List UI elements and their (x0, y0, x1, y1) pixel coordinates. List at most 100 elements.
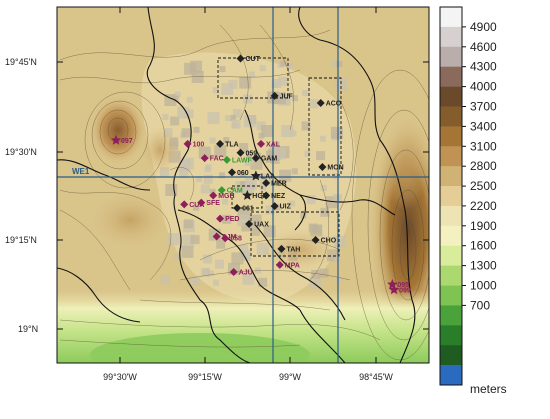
station-label-058: 058 (230, 236, 242, 243)
station-marker-uiz (270, 202, 279, 211)
station-label-mgh: MGH (218, 193, 234, 200)
station-marker-mpa (275, 260, 284, 269)
urban-cell (336, 61, 343, 68)
urban-cell (320, 185, 327, 192)
station-marker-hgm (242, 190, 253, 200)
colorbar-swatch (440, 86, 462, 107)
colorbar-level-label: 2200 (470, 199, 497, 213)
urban-cell (278, 76, 288, 86)
station-marker-laa (250, 170, 262, 181)
southern-valley-green (90, 333, 310, 363)
urban-cell (273, 141, 280, 148)
urban-cell (241, 250, 250, 260)
station-marker-058 (221, 234, 230, 243)
urban-cell (239, 143, 249, 152)
urban-cell (244, 177, 257, 190)
station-label-059: 059 (246, 150, 258, 157)
station-marker-061 (233, 203, 242, 212)
urban-cell (190, 276, 200, 286)
urban-cell (291, 168, 298, 175)
lon-label-9915: 99°15'W (188, 372, 222, 382)
urban-cell (212, 87, 219, 94)
urban-cell (332, 173, 339, 180)
station-label-uiz: UIZ (280, 204, 292, 211)
station-label-tah: TAH (287, 246, 301, 253)
box-north (217, 57, 289, 99)
urban-cell (221, 83, 234, 95)
station-marker-gam (251, 154, 260, 163)
urban-cell (271, 81, 278, 88)
station-marker-sfe (197, 198, 206, 207)
station-marker-uax (245, 219, 254, 228)
station-marker-mon (318, 163, 327, 172)
colorbar-level-label: 3100 (470, 139, 497, 153)
urban-cell (231, 252, 244, 265)
station-label-cua: CUA (189, 202, 204, 209)
urban-cell (160, 275, 170, 285)
station-label-mon: MON (327, 165, 343, 172)
station-marker-097 (110, 134, 122, 145)
station-label-ajm: AJM (222, 234, 237, 241)
western-peak (90, 96, 146, 164)
urban-cell (301, 121, 311, 131)
urban-cell (241, 222, 251, 232)
urban-cell (181, 245, 194, 258)
station-marker-cut (236, 54, 245, 63)
urban-cell (309, 99, 319, 109)
station-label-laa: LAA (261, 173, 275, 180)
urban-cell (204, 166, 211, 173)
urban-cell (167, 233, 180, 246)
station-marker-tah (277, 244, 286, 253)
urban-cell (306, 195, 316, 205)
urban-cell (193, 126, 200, 133)
colorbar-swatch (440, 7, 462, 28)
urban-cell (222, 198, 229, 205)
administrative-boundaries (57, 7, 416, 363)
urban-cell (178, 159, 191, 172)
station-marker-100 (183, 139, 192, 148)
station-label-ped: PED (225, 216, 239, 223)
colorbar-swatch (440, 26, 462, 48)
urban-cell (224, 115, 231, 122)
colorbar-swatch (440, 325, 462, 346)
colorbar-level-label: 3700 (470, 100, 497, 114)
urban-cell (330, 126, 343, 139)
colorbar-level-label: 2800 (470, 159, 497, 173)
colorbar-swatch (440, 126, 462, 147)
urban-cell (174, 91, 181, 98)
urban-cell (309, 276, 322, 289)
urban-cell (246, 151, 252, 158)
lat-label-1915: 19°15'N (5, 235, 37, 245)
lat-label-1945: 19°45'N (5, 57, 37, 67)
colorbar-level-label: 1300 (470, 259, 497, 273)
urban-cell (274, 147, 286, 160)
urban-cell (219, 66, 226, 73)
colorbar-level-label: 1000 (470, 279, 497, 293)
station-marker-fac (200, 154, 209, 163)
station-label-hgm: HGM (252, 193, 268, 200)
station-marker-cua (180, 200, 189, 209)
station-marker-aju (229, 268, 238, 277)
urban-cell (172, 95, 179, 102)
colorbar-level-label: 700 (470, 298, 490, 312)
lon-label-9930: 99°30'W (103, 372, 137, 382)
station-label-095: 095 (397, 282, 409, 289)
urban-cell (311, 269, 321, 279)
colorbar-level-label: 3400 (470, 119, 497, 133)
colorbar-level-label: 4900 (470, 20, 497, 34)
urban-cell (334, 256, 341, 263)
urban-cell (209, 137, 216, 144)
station-label-cut: CUT (246, 56, 261, 63)
urban-cell (232, 109, 242, 119)
urban-cell (179, 169, 189, 179)
station-label-juf: JUF (280, 93, 294, 100)
station-markers: CUT JUF ACO 097 100 TLA XAL 059 FAC LAWF GAM MON 060… (110, 54, 411, 295)
station-label-aju: AJU (239, 270, 253, 277)
urban-cell (207, 112, 220, 125)
urban-patches (160, 60, 347, 289)
urban-cell (200, 267, 210, 277)
colorbar-swatch (440, 205, 462, 227)
urban-cell (216, 239, 226, 249)
map-frame (56, 6, 430, 364)
